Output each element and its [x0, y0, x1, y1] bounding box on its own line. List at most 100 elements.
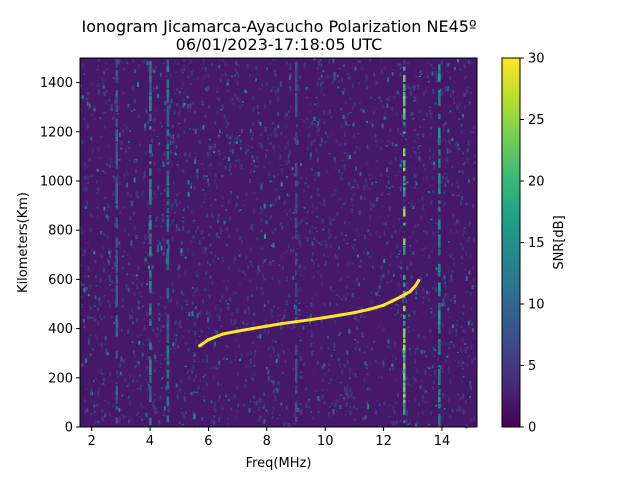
- noise-cell: [318, 127, 321, 132]
- noise-cell: [421, 196, 424, 201]
- noise-cell: [221, 74, 224, 76]
- noise-cell: [228, 216, 231, 221]
- noise-cell: [182, 220, 185, 224]
- noise-cell: [274, 73, 277, 77]
- noise-cell: [157, 370, 160, 373]
- noise-cell: [467, 140, 470, 146]
- noise-cell: [248, 407, 251, 413]
- noise-cell: [323, 203, 326, 208]
- noise-cell: [268, 216, 271, 221]
- noise-cell: [85, 122, 88, 124]
- interference-segment: [166, 369, 170, 379]
- noise-cell: [250, 262, 253, 266]
- noise-cell: [164, 101, 167, 105]
- noise-cell: [80, 227, 83, 232]
- noise-cell: [345, 234, 347, 237]
- x-tick-label: 14: [434, 434, 451, 449]
- noise-cell: [85, 358, 87, 363]
- noise-cell: [460, 351, 463, 354]
- noise-cell: [328, 368, 330, 373]
- noise-cell: [168, 104, 171, 109]
- noise-cell: [364, 179, 367, 181]
- noise-cell: [454, 194, 457, 197]
- noise-cell: [402, 298, 405, 304]
- noise-cell: [380, 174, 383, 178]
- noise-cell: [198, 240, 201, 245]
- noise-cell: [198, 262, 201, 266]
- interference-segment: [438, 330, 441, 334]
- noise-cell: [409, 155, 412, 158]
- noise-cell: [270, 308, 273, 313]
- noise-cell: [320, 63, 323, 66]
- noise-cell: [227, 306, 230, 311]
- noise-cell: [349, 96, 352, 100]
- noise-cell: [132, 59, 135, 63]
- noise-cell: [97, 391, 100, 397]
- noise-cell: [366, 373, 369, 375]
- noise-cell: [327, 113, 330, 115]
- interference-segment: [115, 318, 118, 326]
- noise-cell: [342, 294, 345, 298]
- noise-cell: [332, 58, 335, 63]
- noise-cell: [450, 274, 453, 279]
- trace-segment: [198, 338, 210, 348]
- noise-cell: [451, 278, 454, 283]
- noise-cell: [292, 236, 294, 240]
- noise-cell: [142, 341, 144, 346]
- interference-segment: [149, 246, 152, 252]
- noise-cell: [469, 319, 472, 323]
- noise-cell: [334, 159, 336, 164]
- noise-cell: [462, 329, 465, 332]
- interference-segment: [149, 81, 152, 84]
- noise-cell: [380, 99, 383, 103]
- noise-cell: [202, 358, 205, 363]
- noise-cell: [447, 398, 450, 402]
- noise-cell: [399, 226, 402, 228]
- noise-cell: [440, 289, 443, 291]
- noise-cell: [357, 233, 360, 237]
- noise-cell: [423, 131, 426, 133]
- noise-cell: [433, 165, 436, 170]
- noise-cell: [234, 137, 236, 139]
- noise-cell: [239, 235, 242, 240]
- noise-cell: [157, 168, 160, 171]
- noise-cell: [300, 289, 303, 292]
- noise-cell: [310, 302, 313, 307]
- noise-cell: [297, 88, 300, 92]
- noise-cell: [278, 280, 281, 285]
- noise-cell: [149, 154, 152, 157]
- noise-cell: [473, 337, 476, 340]
- noise-cell: [472, 277, 475, 282]
- noise-cell: [239, 146, 242, 151]
- noise-cell: [401, 354, 404, 358]
- noise-cell: [349, 387, 352, 393]
- interference-segment: [438, 115, 441, 120]
- noise-cell: [232, 102, 235, 105]
- noise-cell: [177, 134, 180, 138]
- noise-cell: [96, 168, 99, 172]
- noise-cell: [255, 198, 258, 200]
- noise-cell: [252, 401, 255, 403]
- noise-cell: [212, 145, 215, 148]
- interference-segment: [403, 320, 406, 326]
- noise-cell: [264, 127, 267, 133]
- interference-segment: [115, 388, 118, 397]
- noise-cell: [360, 108, 363, 111]
- interference-segment: [295, 270, 298, 275]
- noise-cell: [390, 279, 393, 283]
- noise-cell: [94, 419, 97, 424]
- interference-segment: [149, 303, 152, 309]
- noise-cell: [452, 89, 455, 94]
- interference-segment: [166, 117, 170, 122]
- noise-cell: [86, 175, 89, 180]
- noise-cell: [259, 415, 262, 419]
- interference-segment: [115, 134, 118, 142]
- noise-cell: [80, 265, 83, 267]
- trace-point: [390, 299, 394, 303]
- interference-segment: [295, 180, 298, 187]
- noise-cell: [328, 228, 331, 233]
- noise-cell: [366, 85, 369, 90]
- noise-cell: [399, 72, 402, 78]
- noise-cell: [286, 176, 289, 178]
